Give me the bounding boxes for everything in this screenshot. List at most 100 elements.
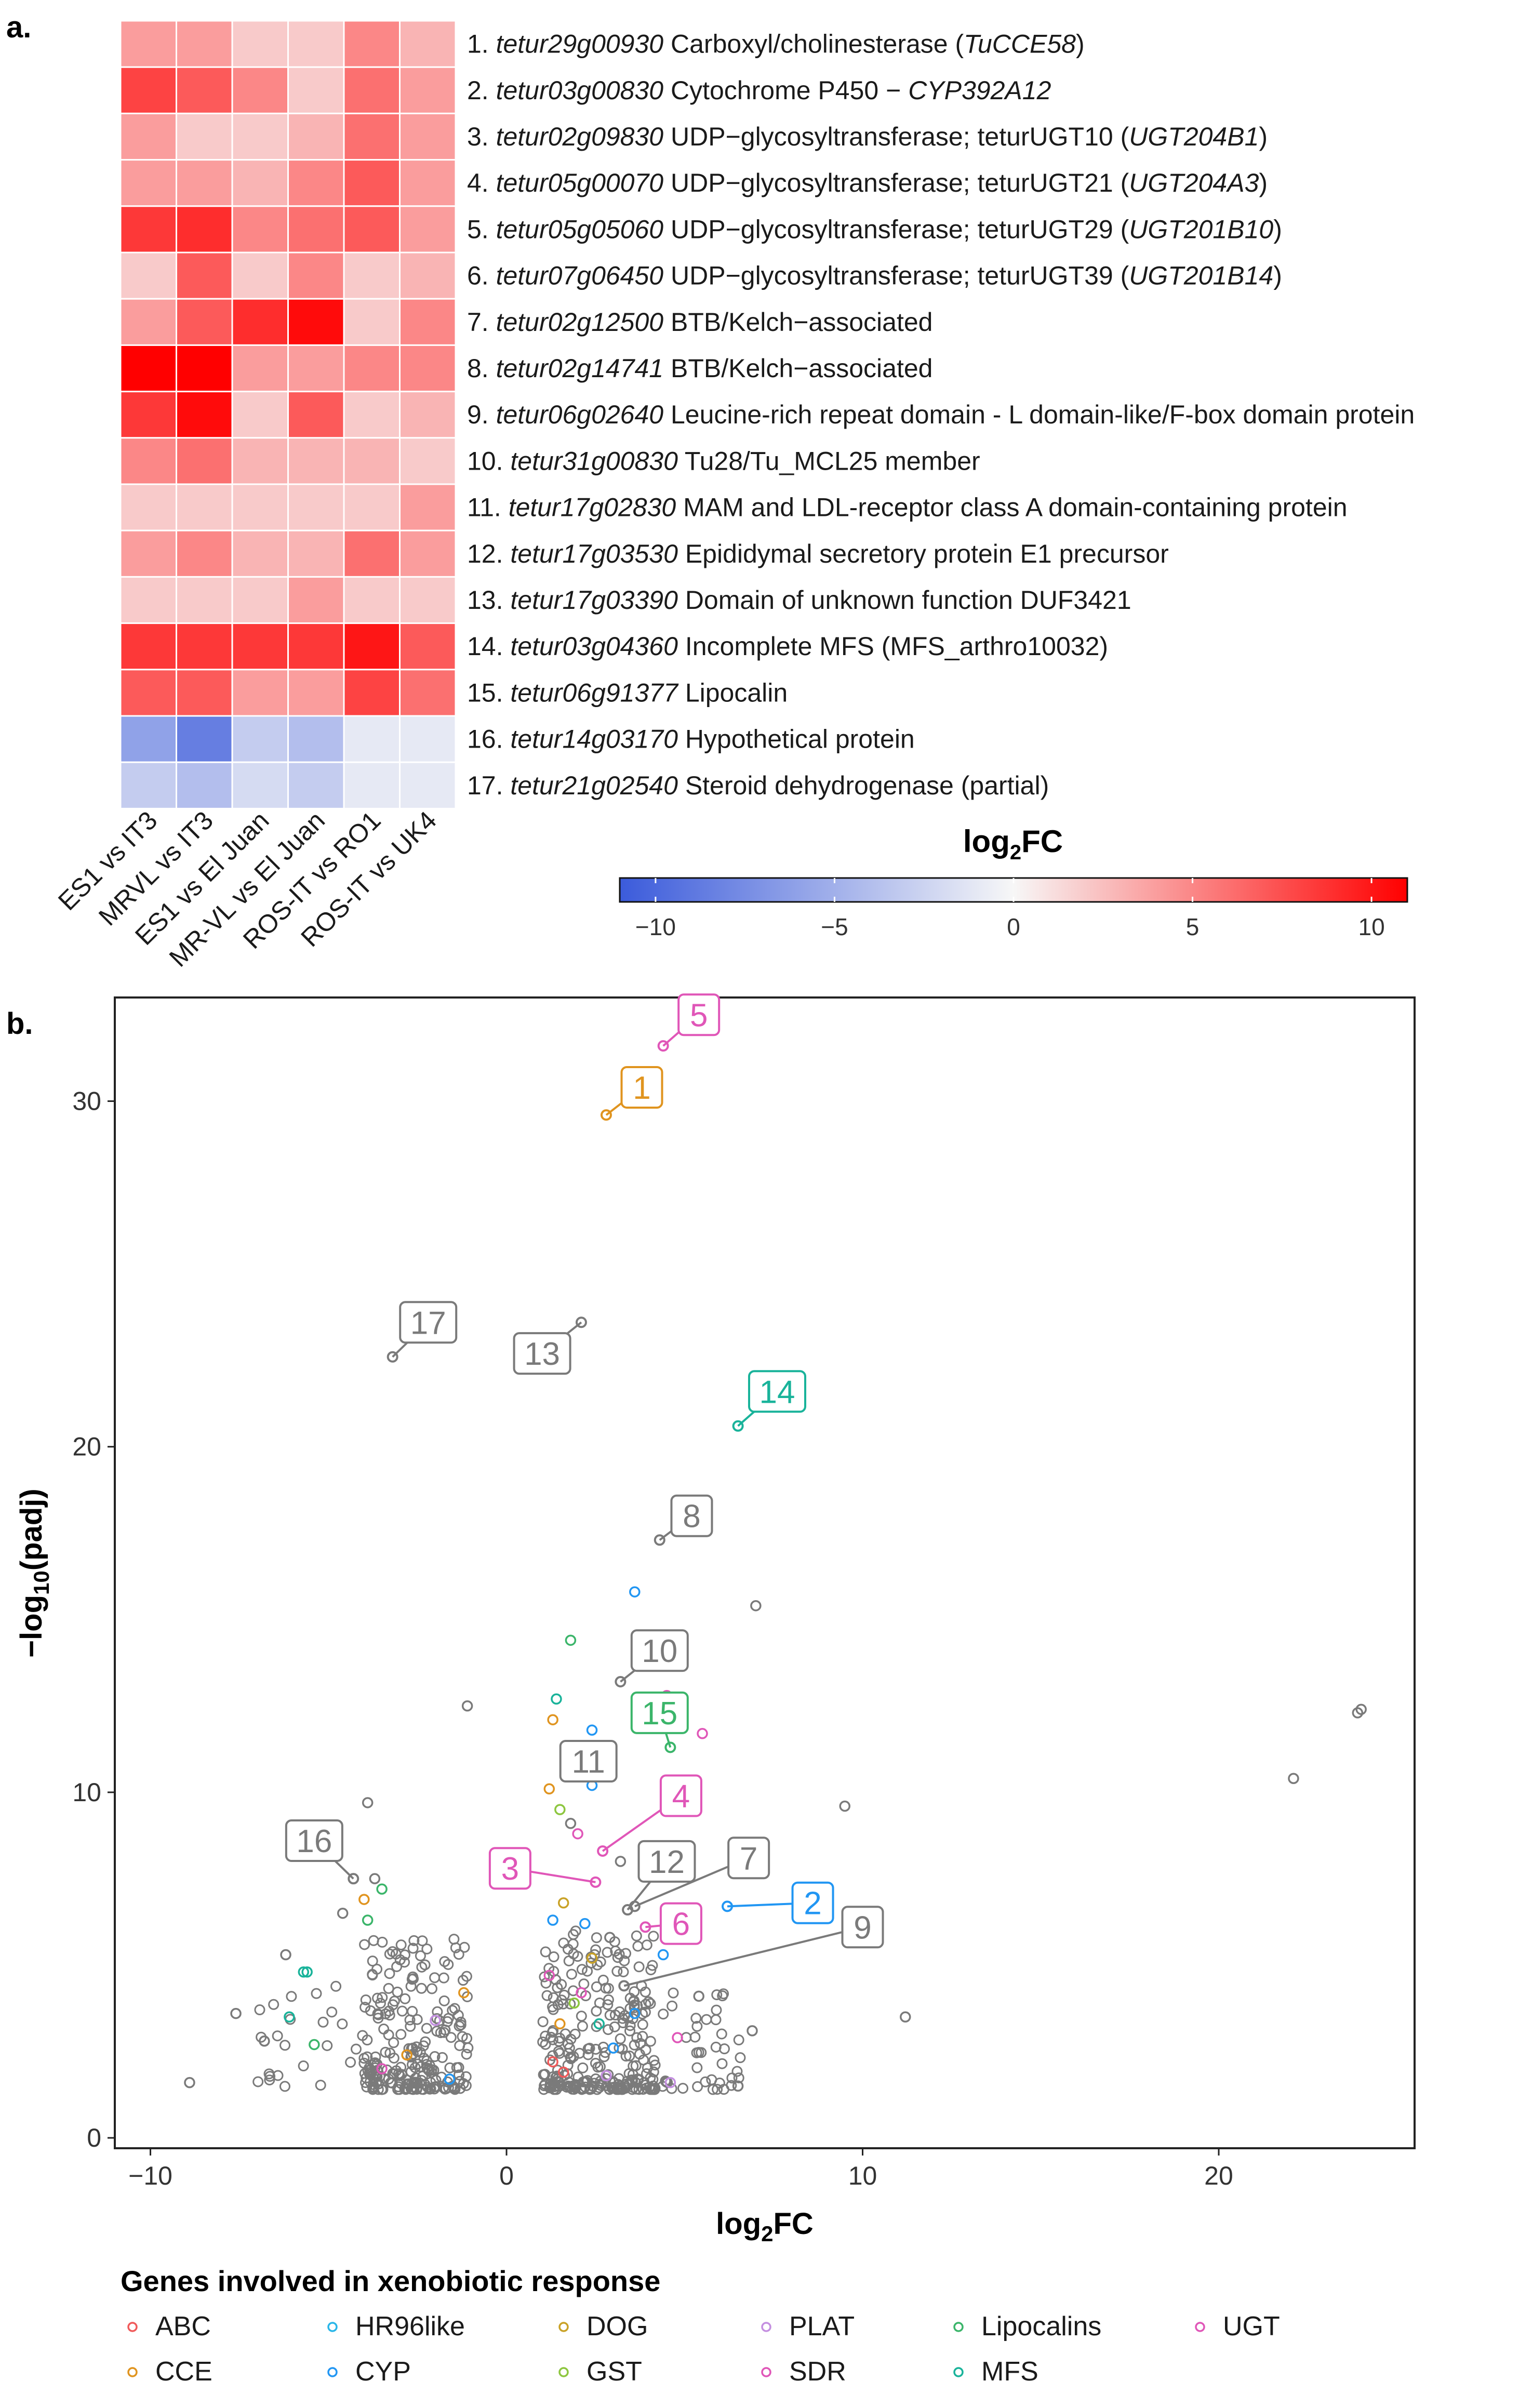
data-point <box>547 2056 558 2068</box>
panel-b-label: b. <box>6 1007 33 1041</box>
data-point <box>429 2051 441 2063</box>
point-label-box <box>513 1332 571 1375</box>
data-point <box>404 2014 416 2026</box>
data-point <box>556 1994 567 2006</box>
data-point <box>419 1959 431 1971</box>
labeled-data-point <box>664 1741 676 1753</box>
data-point <box>279 2040 291 2051</box>
heatmap-cell <box>399 205 457 254</box>
data-point <box>317 2016 329 2028</box>
data-point <box>543 1783 555 1794</box>
data-point <box>362 2051 373 2063</box>
volcano-labels: 5 1 17 13 14 8 10 15 11 4 16 3 12 7 2 6 9 <box>285 993 884 1992</box>
data-point <box>368 2068 379 2080</box>
legend-marker <box>953 2367 964 2377</box>
gene-label: 8. tetur02g14741 BTB/Kelch−associated <box>467 354 932 383</box>
data-point <box>359 1939 370 1950</box>
heatmap-cell <box>119 20 177 68</box>
data-point <box>558 1937 569 1949</box>
heatmap-cell <box>343 344 401 393</box>
data-point <box>408 1935 420 1946</box>
data-point <box>599 2047 611 2058</box>
data-point <box>568 1929 579 1940</box>
data-point <box>549 2081 560 2093</box>
point-label: 9 <box>854 1910 871 1946</box>
data-point <box>565 2033 577 2045</box>
heatmap-cell <box>343 298 401 346</box>
legend-label: HR96like <box>355 2311 465 2342</box>
data-point <box>582 2049 594 2060</box>
point-label: 10 <box>642 1633 677 1669</box>
data-point <box>716 2058 728 2069</box>
legend-title: Genes involved in xenobiotic response <box>121 2265 660 2297</box>
y-tick-label: 10 <box>72 1778 101 1807</box>
legend-label: GST <box>587 2357 642 2387</box>
data-point <box>416 1983 427 1994</box>
labeled-data-point <box>722 1900 734 1912</box>
heatmap-cell <box>287 251 345 300</box>
legend-marker <box>558 2322 569 2332</box>
data-point <box>615 1856 627 1867</box>
heatmap-cell <box>287 669 345 717</box>
data-point <box>367 2082 379 2093</box>
data-point <box>337 2018 348 2030</box>
point-label-box <box>670 1494 713 1537</box>
data-point <box>448 2083 460 2094</box>
heatmap-cell <box>119 66 177 114</box>
data-point <box>607 2042 619 2054</box>
heatmap-cell <box>176 112 233 161</box>
data-point <box>330 1980 342 1992</box>
heatmap-cell <box>399 761 457 809</box>
data-point <box>444 2062 456 2073</box>
data-point <box>579 1918 591 1930</box>
heatmap-cell <box>399 20 457 68</box>
data-point <box>731 2066 743 2077</box>
heatmap-cell <box>343 251 401 300</box>
data-point <box>672 2032 683 2043</box>
heatmap-cell <box>176 576 233 624</box>
data-point <box>461 2048 472 2060</box>
point-label: 8 <box>683 1499 700 1535</box>
heatmap-cell <box>119 761 177 809</box>
heatmap-cell <box>399 622 457 671</box>
data-point <box>640 1999 651 2010</box>
data-point <box>620 2083 631 2094</box>
y-tick-label: 20 <box>72 1432 101 1461</box>
data-point <box>590 2043 602 2055</box>
data-point <box>591 2005 602 2017</box>
data-point <box>624 2020 636 2031</box>
data-point <box>411 2014 423 2025</box>
heatmap-cell <box>231 159 289 207</box>
data-point <box>414 2077 425 2088</box>
data-point <box>417 1935 428 1947</box>
heatmap-cell <box>287 529 345 578</box>
data-point <box>540 2030 551 2042</box>
data-point <box>633 2074 644 2085</box>
data-point <box>395 1939 407 1951</box>
gene-label: 9. tetur06g02640 Leucine-rich repeat dom… <box>467 400 1415 429</box>
data-point <box>385 2077 396 2088</box>
point-label: 15 <box>642 1696 677 1732</box>
gene-label: 5. tetur05g05060 UDP−glycosyltransferase… <box>467 215 1282 244</box>
heatmap-cell <box>231 298 289 346</box>
data-point <box>272 2030 283 2042</box>
data-point <box>384 1968 395 1979</box>
heatmap-cell <box>119 715 177 763</box>
data-point <box>568 1997 580 2009</box>
data-point <box>540 1946 551 1958</box>
data-point <box>547 1714 558 1725</box>
data-point <box>551 1693 562 1705</box>
heatmap-cell <box>119 159 177 207</box>
data-point <box>461 2033 473 2044</box>
heatmap-cell <box>231 576 289 624</box>
colorbar-tick-label: 5 <box>1186 913 1200 940</box>
data-point <box>309 2039 320 2051</box>
data-point <box>609 2021 620 2032</box>
y-tick-label: 0 <box>87 2123 101 2152</box>
gene-label: 17. tetur21g02540 Steroid dehydrogenase … <box>467 771 1049 800</box>
data-point <box>384 1948 395 1960</box>
data-point <box>543 1970 555 1981</box>
gene-label: 11. tetur17g02830 MAM and LDL-receptor c… <box>467 493 1348 522</box>
data-point <box>565 1634 577 1646</box>
labeled-data-point <box>629 1900 641 1912</box>
